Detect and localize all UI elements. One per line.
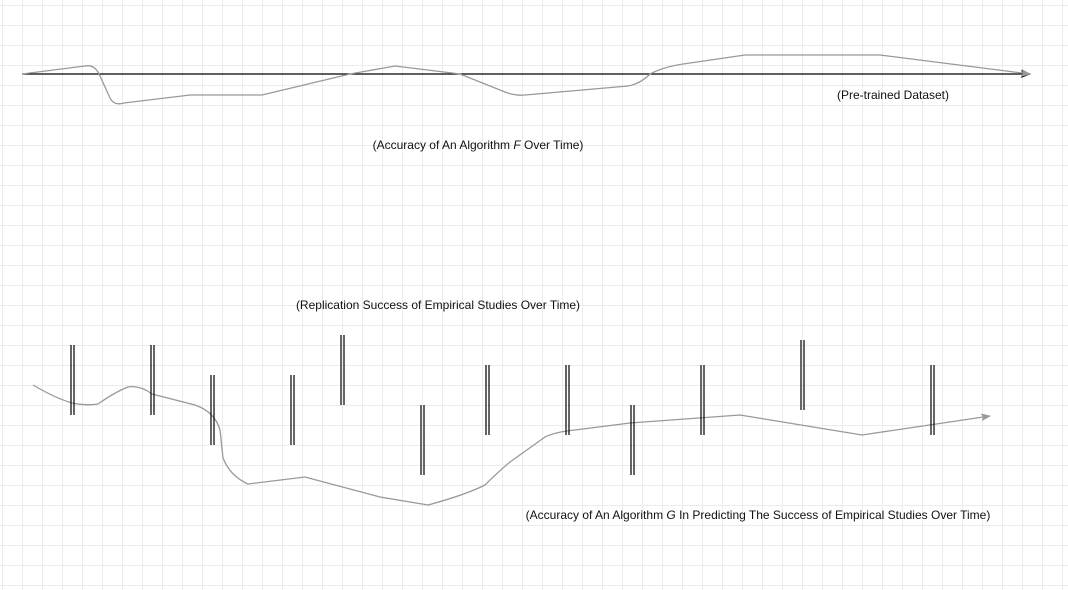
label-text: (Pre-trained Dataset) <box>837 88 949 102</box>
label-text: (Replication Success of Empirical Studie… <box>296 298 580 312</box>
label-text: In Predicting The Success of Empirical S… <box>676 508 991 522</box>
label-text: Over Time) <box>521 138 584 152</box>
study-markers <box>70 335 935 475</box>
accuracy-curve-g <box>32 384 991 506</box>
label-accuracy-g: (Accuracy of An Algorithm G In Predictin… <box>526 508 991 522</box>
accuracy-curve-f <box>21 54 1031 105</box>
label-italic: F <box>513 138 521 152</box>
label-replication: (Replication Success of Empirical Studie… <box>296 298 580 312</box>
label-text: (Accuracy of An Algorithm <box>526 508 667 522</box>
label-dataset: (Pre-trained Dataset) <box>837 88 949 102</box>
label-text: (Accuracy of An Algorithm <box>373 138 514 152</box>
label-accuracy-f: (Accuracy of An Algorithm F Over Time) <box>373 138 584 152</box>
label-italic: G <box>666 508 675 522</box>
